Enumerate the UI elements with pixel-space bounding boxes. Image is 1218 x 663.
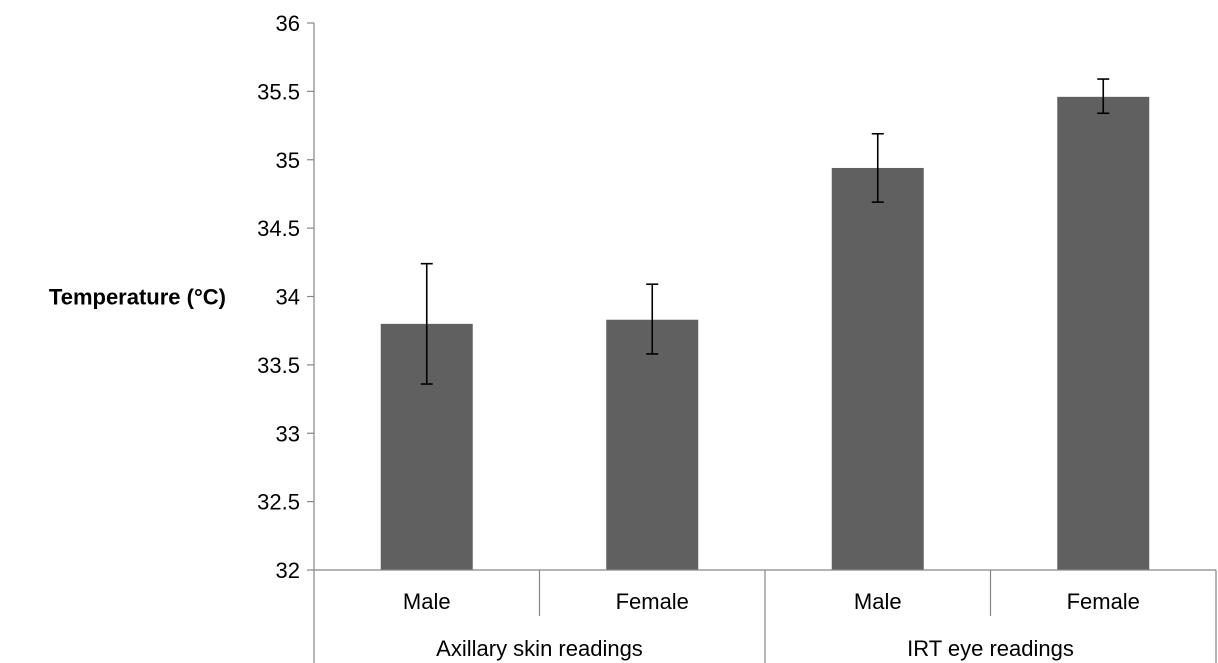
- bar: [1057, 96, 1150, 570]
- y-tick-label: 33: [276, 421, 300, 446]
- y-tick-label: 33.5: [257, 353, 300, 378]
- y-tick-label: 36: [276, 11, 300, 36]
- bar: [831, 167, 924, 570]
- x-axis: Male Female Male Female Axillary skin readin…: [313, 569, 1217, 663]
- x-group-label: IRT eye readings: [907, 636, 1074, 661]
- bar: [606, 319, 699, 570]
- y-tick-label: 32: [276, 558, 300, 583]
- x-tick-label: Female: [616, 589, 689, 614]
- bars: [380, 96, 1150, 570]
- x-group-label: Axillary skin readings: [436, 636, 643, 661]
- y-tick-label: 35: [276, 148, 300, 173]
- x-tick-label: Male: [854, 589, 902, 614]
- y-tick-label: 32.5: [257, 490, 300, 515]
- x-tick-label: Male: [403, 589, 451, 614]
- y-tick-label: 35.5: [257, 79, 300, 104]
- x-tick-label: Female: [1067, 589, 1140, 614]
- y-tick-label: 34: [276, 285, 300, 310]
- y-tick-label: 34.5: [257, 216, 300, 241]
- y-axis-label: Temperature (°C): [49, 285, 226, 310]
- y-axis: 32 32.5 33 33.5 34 34.5 35 35.5 36: [257, 11, 315, 583]
- error-bars: [420, 78, 1110, 385]
